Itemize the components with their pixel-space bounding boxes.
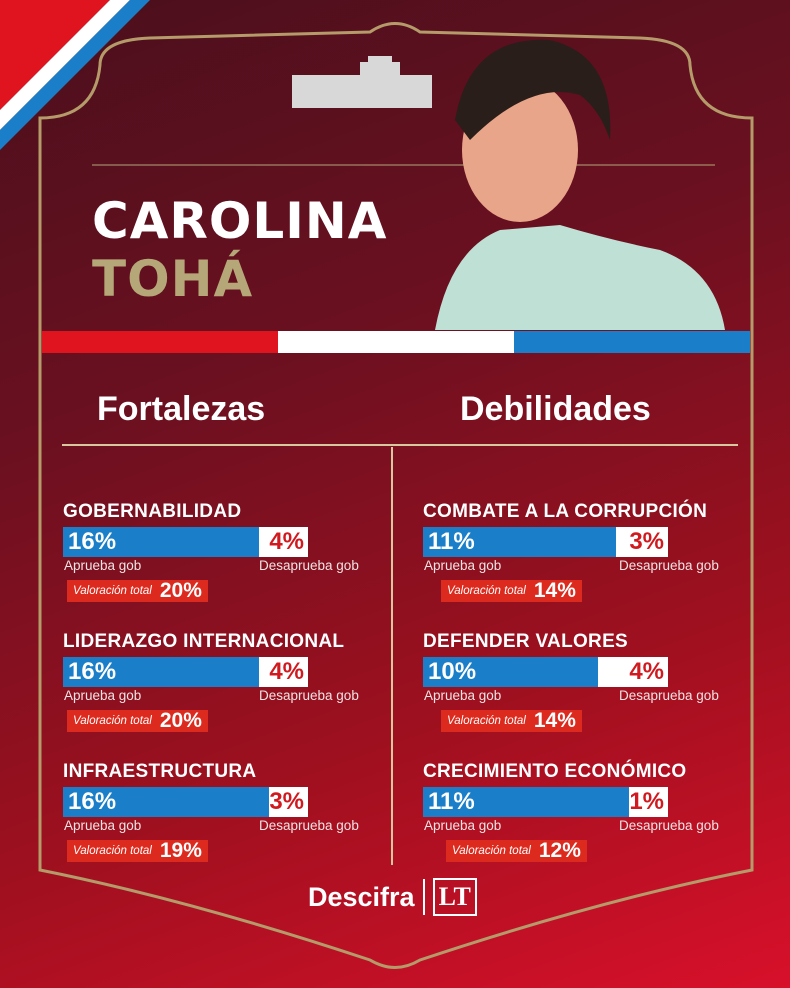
total-label: Valoración total xyxy=(447,585,526,597)
column-title-debilidades: Debilidades xyxy=(460,390,651,428)
chart-item: COMBATE A LA CORRUPCIÓN 11% 3% Aprueba gob D… xyxy=(423,501,723,602)
disapprove-bar-segment: 4% xyxy=(598,657,668,687)
disapprove-bar-segment: 3% xyxy=(269,787,308,817)
total-value: 19% xyxy=(159,839,202,862)
total-label: Valoración total xyxy=(73,715,152,727)
total-rating-badge: Valoración total 20% xyxy=(67,579,208,602)
approve-label: Aprueba gob xyxy=(64,818,142,833)
disapprove-bar-segment: 1% xyxy=(629,787,668,817)
category-title: CRECIMIENTO ECONÓMICO xyxy=(423,761,687,782)
chart-item: GOBERNABILIDAD 16% 4% Aprueba gob Desaprueba… xyxy=(63,501,363,602)
approval-bar: 11% 1% xyxy=(423,787,668,817)
approve-bar-segment: 16% xyxy=(63,527,259,557)
disapprove-label: Desaprueba gob xyxy=(259,818,359,833)
category-title: DEFENDER VALORES xyxy=(423,631,629,652)
gold-frame xyxy=(38,22,754,969)
approve-bar-segment: 11% xyxy=(423,527,616,557)
disapprove-label: Desaprueba gob xyxy=(619,688,719,703)
category-title: COMBATE A LA CORRUPCIÓN xyxy=(423,501,708,522)
chart-item: DEFENDER VALORES 10% 4% Aprueba gob Desaprue… xyxy=(423,631,723,732)
flag-stripe-blue xyxy=(514,331,750,353)
approval-bar: 10% 4% xyxy=(423,657,668,687)
chart-item: INFRAESTRUCTURA 16% 3% Aprueba gob Desaprueb… xyxy=(63,761,363,862)
approve-label: Aprueba gob xyxy=(424,688,502,703)
column-title-fortalezas: Fortalezas xyxy=(97,390,266,428)
total-value: 14% xyxy=(533,709,576,732)
flag-corner-blue xyxy=(0,0,150,150)
approval-bar: 16% 4% xyxy=(63,527,308,557)
logo-divider xyxy=(422,879,425,915)
total-value: 12% xyxy=(538,839,581,862)
brand-mark: LT xyxy=(432,878,477,916)
disapprove-label: Desaprueba gob xyxy=(619,818,719,833)
approve-label: Aprueba gob xyxy=(424,558,502,573)
total-label: Valoración total xyxy=(452,845,531,857)
approve-bar-segment: 10% xyxy=(423,657,598,687)
disapprove-bar-segment: 4% xyxy=(259,527,308,557)
palacio-la-moneda-icon xyxy=(292,56,432,108)
approve-label: Aprueba gob xyxy=(424,818,502,833)
total-rating-badge: Valoración total 19% xyxy=(67,839,208,862)
category-title: INFRAESTRUCTURA xyxy=(63,761,257,782)
total-value: 20% xyxy=(159,579,202,602)
brand-name: Descifra xyxy=(308,881,415,912)
total-value: 20% xyxy=(159,709,202,732)
disapprove-label: Desaprueba gob xyxy=(619,558,719,573)
approval-bar: 11% 3% xyxy=(423,527,668,557)
chart-item: LIDERAZGO INTERNACIONAL 16% 4% Aprueba gob D… xyxy=(63,631,363,732)
approve-bar-segment: 16% xyxy=(63,657,259,687)
total-label: Valoración total xyxy=(73,585,152,597)
flag-stripe-white xyxy=(278,331,514,353)
disapprove-bar-segment: 3% xyxy=(616,527,668,557)
total-rating-badge: Valoración total 12% xyxy=(446,839,587,862)
total-rating-badge: Valoración total 20% xyxy=(67,709,208,732)
approve-bar-segment: 11% xyxy=(423,787,630,817)
approve-label: Aprueba gob xyxy=(64,558,142,573)
approve-bar-segment: 16% xyxy=(63,787,269,817)
first-name: CAROLINA xyxy=(92,192,388,250)
total-rating-badge: Valoración total 14% xyxy=(441,709,582,732)
total-value: 14% xyxy=(533,579,576,602)
approve-label: Aprueba gob xyxy=(64,688,142,703)
category-title: LIDERAZGO INTERNACIONAL xyxy=(63,631,345,652)
approval-bar: 16% 3% xyxy=(63,787,308,817)
portrait-photo xyxy=(435,39,725,330)
brand-logo: Descifra LT xyxy=(308,878,477,916)
disapprove-label: Desaprueba gob xyxy=(259,688,359,703)
disapprove-label: Desaprueba gob xyxy=(259,558,359,573)
chart-item: CRECIMIENTO ECONÓMICO 11% 1% Aprueba gob Des… xyxy=(423,761,723,862)
category-title: GOBERNABILIDAD xyxy=(63,501,242,522)
flag-stripe-red xyxy=(42,331,278,353)
approval-bar: 16% 4% xyxy=(63,657,308,687)
total-label: Valoración total xyxy=(73,845,152,857)
total-label: Valoración total xyxy=(447,715,526,727)
disapprove-bar-segment: 4% xyxy=(259,657,308,687)
last-name: TOHÁ xyxy=(92,250,254,308)
total-rating-badge: Valoración total 14% xyxy=(441,579,582,602)
